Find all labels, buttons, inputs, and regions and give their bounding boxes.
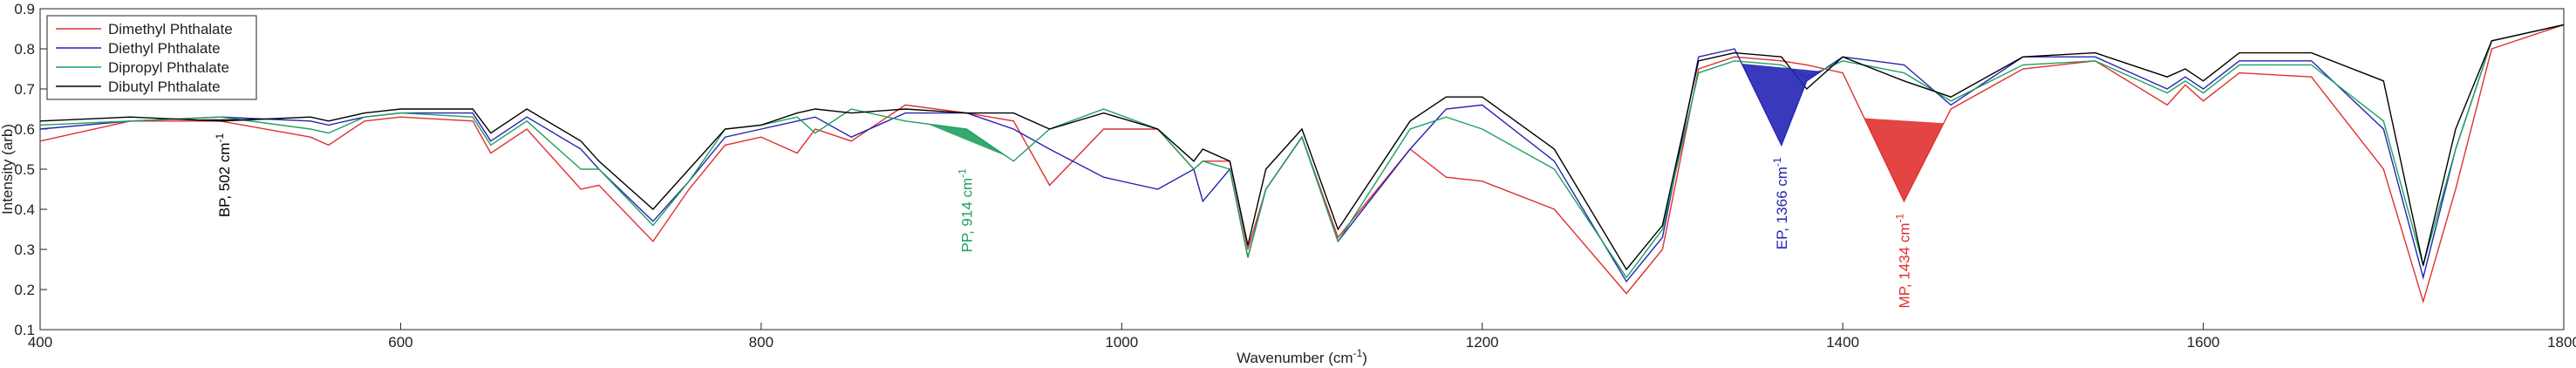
y-tick-label: 0.2 <box>14 282 35 298</box>
peak-annotation-text: PP, 914 cm <box>959 178 976 253</box>
y-tick-label: 0.1 <box>14 322 35 338</box>
peak-annotation: BP, 502 cm-1 <box>214 133 233 217</box>
peak-annotation-sup: -1 <box>1893 213 1905 222</box>
y-tick-label: 0.7 <box>14 81 35 98</box>
x-tick-label: 400 <box>28 334 52 351</box>
y-tick-label: 0.5 <box>14 161 35 178</box>
legend-label: Diethyl Phthalate <box>108 40 221 57</box>
x-tick-label: 1200 <box>1466 334 1499 351</box>
x-tick-label: 1600 <box>2187 334 2220 351</box>
y-tick-label: 0.6 <box>14 121 35 138</box>
peak-annotation: EP, 1366 cm-1 <box>1771 157 1790 249</box>
x-tick-label: 800 <box>749 334 773 351</box>
x-tick-label: 1400 <box>1826 334 1859 351</box>
y-tick-label: 0.8 <box>14 41 35 58</box>
x-tick-label: 600 <box>388 334 412 351</box>
peak-fill <box>1864 118 1944 201</box>
legend-label: Dipropyl Phthalate <box>108 59 229 76</box>
legend-box <box>46 15 257 100</box>
series-line <box>39 24 2565 304</box>
legend-label: Dimethyl Phthalate <box>108 21 233 37</box>
series-line <box>39 24 2565 283</box>
peak-annotation-text: BP, 502 cm <box>216 142 233 217</box>
series-line <box>39 24 2565 271</box>
y-tick-label: 0.4 <box>14 201 35 218</box>
peak-annotation: MP, 1434 cm-1 <box>1893 213 1912 308</box>
peak-fill <box>1741 63 1822 146</box>
x-axis-label-text: Wavenumber (cm <box>1237 350 1353 366</box>
y-axis-label: Intensity (arb) <box>0 124 16 215</box>
peak-annotation-sup: -1 <box>214 133 226 142</box>
x-axis-label-sup: -1 <box>1353 347 1363 359</box>
series-line <box>39 24 2565 279</box>
peak-annotation-sup: -1 <box>1771 157 1783 167</box>
peak-annotation-text: EP, 1366 cm <box>1774 167 1790 249</box>
x-axis-label-close: ) <box>1362 350 1367 366</box>
x-tick-label: 1000 <box>1105 334 1138 351</box>
peak-annotation: PP, 914 cm-1 <box>957 168 976 253</box>
y-tick-label: 0.3 <box>14 242 35 258</box>
peak-annotation-sup: -1 <box>957 168 969 178</box>
x-axis-label: Wavenumber (cm-1) <box>1237 347 1367 366</box>
plot-frame <box>39 8 2565 331</box>
peak-fill <box>927 124 1006 157</box>
peak-fill <box>184 119 264 121</box>
peak-annotation-text: MP, 1434 cm <box>1896 222 1912 308</box>
y-tick-label: 0.9 <box>14 1 35 17</box>
legend-label: Dibutyl Phthalate <box>108 78 221 95</box>
